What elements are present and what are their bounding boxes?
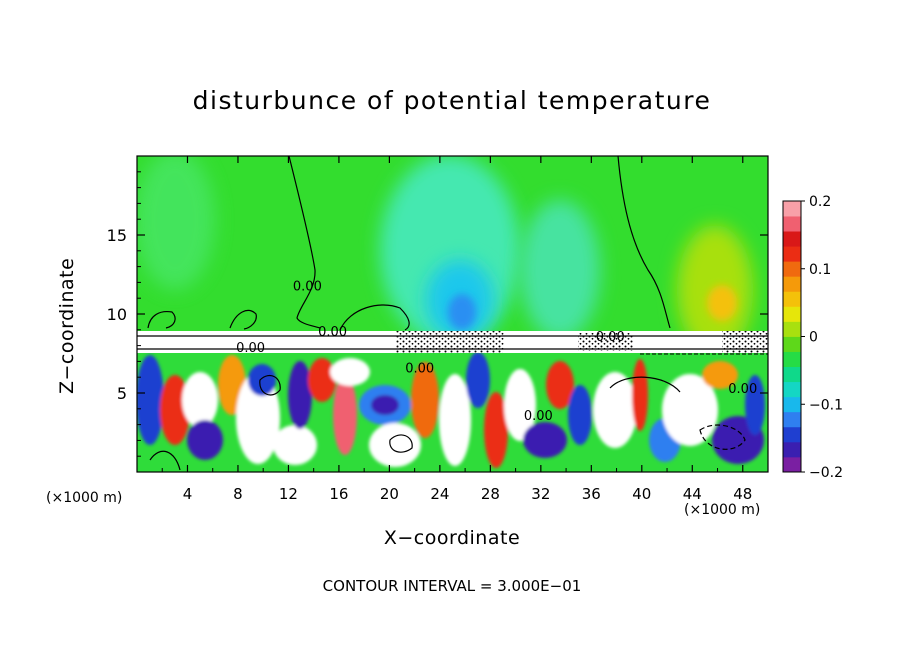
contour-label-4: 0.00 bbox=[524, 409, 553, 424]
colorbar-segment-1 bbox=[783, 441, 801, 458]
x-unit-label: (×1000 m) bbox=[684, 502, 761, 518]
potential-temperature-field: 0.00 0.00 0.00 0.00 0.00 0.00 0.00 bbox=[137, 156, 768, 472]
contour-interval-label: CONTOUR INTERVAL = 3.000E−01 bbox=[322, 577, 582, 595]
contour-label-1: 0.00 bbox=[318, 325, 347, 340]
stipple-region-1 bbox=[396, 331, 504, 353]
x-tick-label-36: 36 bbox=[582, 485, 601, 503]
contour-label-0: 0.00 bbox=[293, 279, 322, 294]
colorbar-tick-label-2: 0 bbox=[809, 330, 818, 346]
colorbar-tick-label-4: 0.2 bbox=[809, 194, 831, 210]
colorbar-segment-16 bbox=[783, 216, 801, 232]
colorbar-segment-2 bbox=[783, 426, 801, 443]
x-tick-label-32: 32 bbox=[531, 485, 550, 503]
x-tick-label-16: 16 bbox=[329, 485, 348, 503]
z-tick-label-5: 5 bbox=[117, 384, 127, 403]
colorbar-segment-3 bbox=[783, 411, 801, 428]
x-tick-label-48: 48 bbox=[733, 485, 752, 503]
colorbar-segment-6 bbox=[783, 366, 801, 383]
colorbar-segment-7 bbox=[783, 351, 801, 368]
x-tick-label-12: 12 bbox=[279, 485, 298, 503]
colorbar-tick-label-3: 0.1 bbox=[809, 262, 831, 278]
field-orange-core bbox=[707, 285, 737, 321]
x-axis: 4 8 12 16 20 24 28 32 36 40 44 48 bbox=[161, 156, 752, 503]
x-tick-label-40: 40 bbox=[632, 485, 651, 503]
colorbar: −0.2 −0.1 0 0.1 0.2 bbox=[782, 194, 843, 481]
contour-label-6: 0.00 bbox=[728, 382, 757, 397]
contour-label-5: 0.00 bbox=[596, 330, 625, 345]
colorbar-tick-label-1: −0.1 bbox=[809, 397, 843, 413]
z-unit-label: (×1000 m) bbox=[46, 490, 123, 506]
colorbar-segment-4 bbox=[783, 396, 801, 413]
colorbar-segment-13 bbox=[783, 261, 801, 277]
colorbar-segment-12 bbox=[783, 276, 801, 292]
contour-label-2: 0.00 bbox=[236, 341, 265, 356]
x-tick-label-4: 4 bbox=[183, 485, 193, 503]
colorbar-segment-9 bbox=[783, 321, 801, 337]
x-tick-label-8: 8 bbox=[233, 485, 243, 503]
contour-lines bbox=[147, 156, 746, 471]
contour-label-3: 0.00 bbox=[405, 361, 434, 376]
z-tick-label-10: 10 bbox=[107, 305, 127, 324]
stipple-region-3 bbox=[722, 331, 768, 353]
field-green-left bbox=[137, 156, 215, 290]
colorbar-segment-14 bbox=[783, 246, 801, 262]
chart-title: disturbunce of potential temperature bbox=[192, 86, 712, 115]
colorbar-segment-0 bbox=[783, 456, 801, 473]
stipple-region-2 bbox=[578, 333, 633, 351]
field-blue-core bbox=[448, 294, 476, 330]
x-tick-label-24: 24 bbox=[430, 485, 449, 503]
field-teal-right bbox=[520, 200, 600, 340]
colorbar-segment-15 bbox=[783, 231, 801, 247]
colorbar-segment-10 bbox=[783, 306, 801, 322]
z-tick-label-15: 15 bbox=[107, 226, 127, 245]
colorbar-segment-17 bbox=[783, 201, 801, 217]
field-turbulent-blobs bbox=[137, 352, 765, 468]
colorbar-tick-label-0: −0.2 bbox=[809, 465, 843, 481]
x-tick-label-28: 28 bbox=[481, 485, 500, 503]
x-tick-label-20: 20 bbox=[380, 485, 399, 503]
x-tick-label-44: 44 bbox=[683, 485, 702, 503]
colorbar-segment-5 bbox=[783, 381, 801, 398]
z-axis: 5 10 15 bbox=[107, 171, 768, 457]
x-axis-label: X−coordinate bbox=[383, 527, 521, 549]
z-axis-label: Z−coordinate bbox=[56, 257, 78, 394]
colorbar-segment-11 bbox=[783, 291, 801, 307]
colorbar-segment-8 bbox=[783, 336, 801, 352]
